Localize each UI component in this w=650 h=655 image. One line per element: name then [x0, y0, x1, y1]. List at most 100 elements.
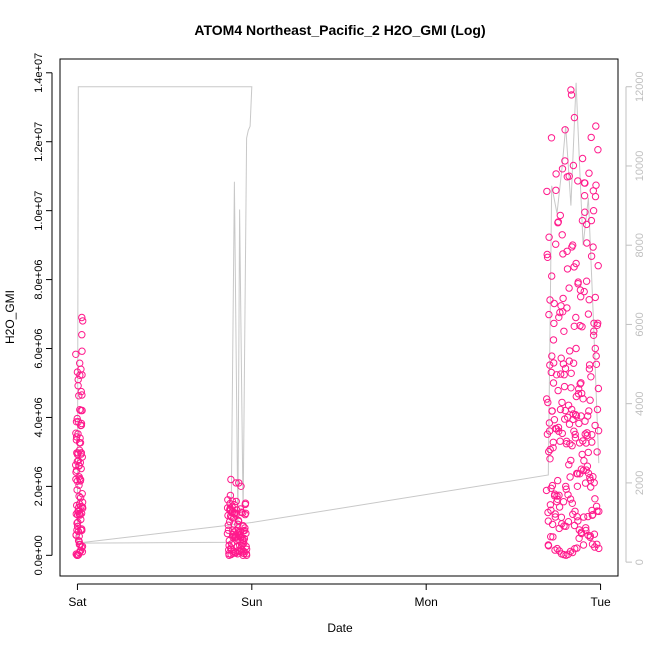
data-point [579, 395, 587, 403]
data-point [571, 430, 579, 439]
data-point [560, 327, 568, 335]
data-point [570, 322, 578, 330]
data-point [567, 384, 575, 392]
data-point [548, 481, 557, 490]
data-point [74, 430, 82, 438]
data-point [235, 541, 244, 549]
data-point [78, 331, 86, 339]
y2-tick-label: 4000 [634, 391, 646, 415]
data-point [568, 405, 576, 414]
data-point [556, 437, 564, 445]
data-point [564, 518, 573, 526]
data-point [227, 475, 235, 484]
data-point [559, 308, 567, 316]
data-point [77, 546, 85, 555]
data-point [568, 499, 576, 507]
scatter-points [72, 86, 603, 559]
data-point [582, 524, 590, 532]
data-point [574, 278, 582, 286]
data-point [558, 429, 566, 438]
data-point [553, 544, 561, 553]
data-point [580, 192, 589, 200]
data-point [565, 357, 573, 365]
chart-title: ATOM4 Northeast_Pacific_2 H2O_GMI (Log) [194, 22, 485, 38]
data-point [583, 462, 592, 470]
data-point [548, 407, 556, 415]
data-point [593, 448, 601, 456]
data-point [578, 389, 586, 398]
data-point [73, 414, 81, 423]
data-point [578, 154, 587, 163]
data-point [572, 344, 580, 353]
data-point [594, 427, 603, 435]
data-point [583, 239, 591, 247]
data-point [567, 86, 575, 94]
y2-tick-label: 0 [634, 559, 646, 565]
data-point [587, 133, 595, 142]
data-point [591, 495, 599, 503]
data-point [543, 253, 552, 261]
data-point [556, 405, 565, 414]
data-point [225, 517, 234, 526]
data-point [583, 429, 591, 437]
data-point [592, 122, 600, 130]
data-point [555, 313, 563, 321]
data-point [237, 482, 245, 490]
data-point [591, 293, 599, 302]
data-point [544, 398, 552, 407]
data-point [554, 423, 563, 432]
data-point [592, 360, 601, 368]
data-point [549, 533, 557, 541]
data-point [552, 170, 560, 178]
y2-tick-label: 8000 [634, 233, 646, 257]
data-point [591, 344, 599, 353]
data-point [577, 465, 586, 473]
data-point [547, 533, 555, 541]
data-point [548, 520, 557, 529]
data-point [550, 359, 558, 367]
data-point [565, 420, 574, 428]
data-point [592, 181, 600, 189]
y-tick-label: 2.0e+06 [33, 466, 45, 506]
data-point [555, 503, 564, 511]
data-point [562, 482, 570, 491]
data-point [589, 331, 598, 339]
data-point [566, 440, 574, 448]
data-point [242, 509, 250, 517]
data-point [581, 179, 589, 187]
data-point [586, 473, 594, 482]
data-point [585, 407, 593, 415]
data-point [581, 208, 589, 216]
data-point [559, 360, 568, 368]
data-point [551, 546, 559, 554]
data-point [552, 240, 560, 248]
data-point [576, 286, 585, 294]
data-point [582, 220, 591, 229]
data-point [552, 425, 561, 433]
data-point [559, 294, 567, 303]
data-point [550, 416, 559, 424]
data-point [579, 541, 588, 549]
data-point [578, 216, 587, 225]
data-point [569, 161, 578, 170]
y-tick-label: 1.2e+07 [33, 122, 45, 162]
data-point [549, 438, 557, 446]
data-point [584, 512, 592, 521]
data-point [585, 365, 594, 373]
data-point [554, 476, 562, 485]
data-point [76, 476, 85, 484]
data-point [239, 522, 247, 530]
data-point [77, 406, 85, 415]
data-point [224, 526, 233, 534]
x-axis-label: Date [327, 621, 353, 635]
data-point [549, 444, 557, 452]
data-point [574, 517, 582, 525]
data-point [571, 434, 580, 442]
data-point [574, 177, 582, 185]
data-point [595, 544, 603, 553]
data-point [234, 520, 242, 528]
data-point [550, 299, 558, 308]
data-point [559, 498, 568, 506]
data-point [593, 540, 601, 548]
y-tick-label: 0.0e+00 [33, 535, 45, 575]
